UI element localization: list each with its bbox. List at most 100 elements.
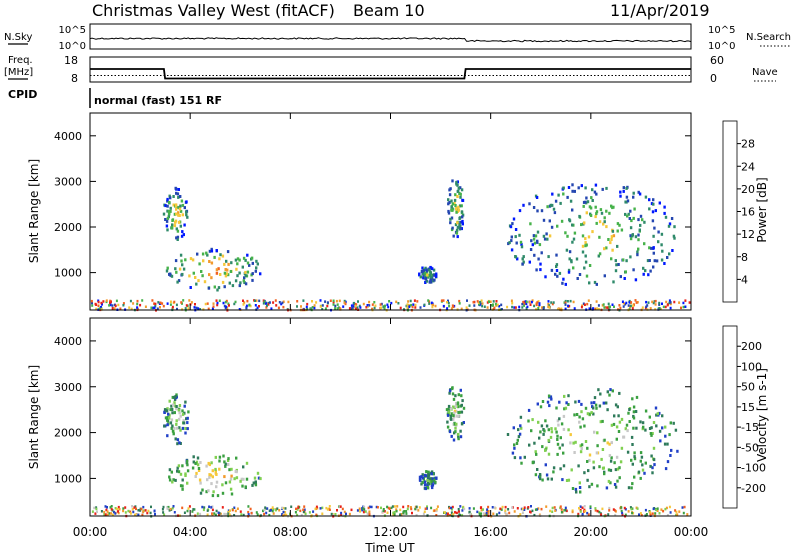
scatter-cell — [523, 508, 526, 511]
echo-cell — [551, 192, 554, 196]
scatter-cell — [592, 307, 595, 310]
echo-cell — [236, 274, 239, 278]
scatter-cell — [518, 305, 521, 309]
echo-cell — [207, 286, 211, 290]
scatter-cell — [386, 505, 389, 509]
echo-cell — [559, 201, 562, 205]
echo-cell — [638, 192, 642, 196]
echo-cell — [457, 432, 460, 436]
scatter-cell — [380, 306, 382, 309]
echo-cell — [661, 249, 664, 253]
echo-cell — [603, 220, 606, 224]
echo-cell — [580, 223, 583, 227]
echo-cell — [541, 400, 545, 403]
echo-cell — [419, 275, 422, 279]
scatter-cell — [216, 301, 219, 305]
echo-cell — [571, 208, 574, 212]
echo-cell — [539, 405, 543, 409]
echo-cell — [256, 262, 259, 266]
scatter-cell — [507, 508, 510, 511]
scatter-cell — [391, 505, 394, 508]
echo-cell — [182, 421, 186, 425]
scatter-cell — [225, 512, 228, 516]
echo-cell — [234, 279, 238, 283]
echo-cell — [181, 426, 185, 430]
scatter-cell — [380, 302, 383, 306]
echo-cell — [605, 225, 608, 229]
scatter-cell — [427, 299, 430, 302]
echo-cell — [186, 416, 189, 420]
scatter-cell — [651, 512, 654, 515]
echo-cell — [446, 413, 450, 417]
scatter-cell — [103, 510, 106, 514]
echo-cell — [171, 429, 175, 433]
echo-cell — [571, 223, 574, 227]
echo-cell — [185, 459, 189, 463]
echo-cell — [625, 423, 629, 427]
echo-cell — [189, 286, 192, 289]
scatter-cell — [564, 506, 567, 510]
echo-cell — [589, 206, 593, 210]
scatter-cell — [265, 511, 268, 515]
echo-cell — [537, 420, 540, 424]
scatter-cell — [491, 506, 494, 509]
echo-cell — [543, 429, 546, 433]
echo-cell — [514, 235, 517, 239]
echo-cell — [174, 186, 177, 190]
echo-cell — [616, 405, 619, 409]
scatter-cell — [423, 510, 426, 513]
scatter-cell — [577, 512, 580, 516]
echo-cell — [510, 239, 513, 243]
echo-cell — [453, 422, 456, 426]
echo-cell — [172, 203, 175, 207]
echo-cell — [168, 475, 171, 479]
echo-cell — [420, 475, 423, 479]
echo-cell — [177, 464, 181, 468]
echo-cell — [579, 450, 583, 454]
echo-cell — [236, 262, 239, 266]
scatter-cell — [248, 303, 251, 307]
echo-cell — [170, 426, 173, 430]
scatter-cell — [408, 305, 411, 309]
scatter-cell — [258, 299, 261, 303]
echo-cell — [617, 414, 620, 418]
scatter-cell — [231, 508, 234, 512]
scatter-cell — [492, 308, 495, 311]
echo-cell — [653, 259, 656, 263]
echo-cell — [458, 223, 461, 226]
scatter-cell — [194, 303, 196, 306]
echo-cell — [597, 388, 600, 392]
scatter-cell — [206, 513, 209, 516]
echo-cell — [615, 455, 619, 459]
echo-cell — [427, 475, 430, 479]
echo-cell — [511, 451, 515, 455]
scatter-cell — [530, 505, 532, 508]
scatter-cell — [392, 513, 395, 517]
scatter-cell — [540, 507, 543, 511]
scatter-cell — [221, 506, 224, 509]
echo-cell — [224, 464, 227, 468]
echo-cell — [208, 473, 211, 477]
scatter-cell — [583, 505, 586, 508]
scatter-cell — [361, 507, 364, 510]
echo-cell — [221, 280, 225, 284]
echo-cell — [447, 407, 450, 411]
nsearch-label: N.Search — [746, 32, 791, 43]
echo-cell — [460, 394, 463, 398]
scatter-cell — [499, 507, 502, 511]
echo-cell — [609, 241, 612, 245]
echo-cell — [657, 230, 660, 234]
scatter-cell — [506, 305, 509, 309]
scatter-cell — [596, 509, 599, 513]
scatter-cell — [451, 505, 454, 509]
echo-cell — [582, 204, 585, 208]
echo-cell — [424, 272, 427, 276]
echo-cell — [556, 224, 559, 228]
scatter-cell — [335, 299, 338, 303]
echo-cell — [641, 218, 644, 222]
echo-cell — [455, 414, 458, 418]
scatter-cell — [117, 505, 120, 509]
scatter-cell — [668, 301, 671, 305]
scatter-cell — [486, 306, 489, 309]
echo-cell — [556, 438, 559, 441]
